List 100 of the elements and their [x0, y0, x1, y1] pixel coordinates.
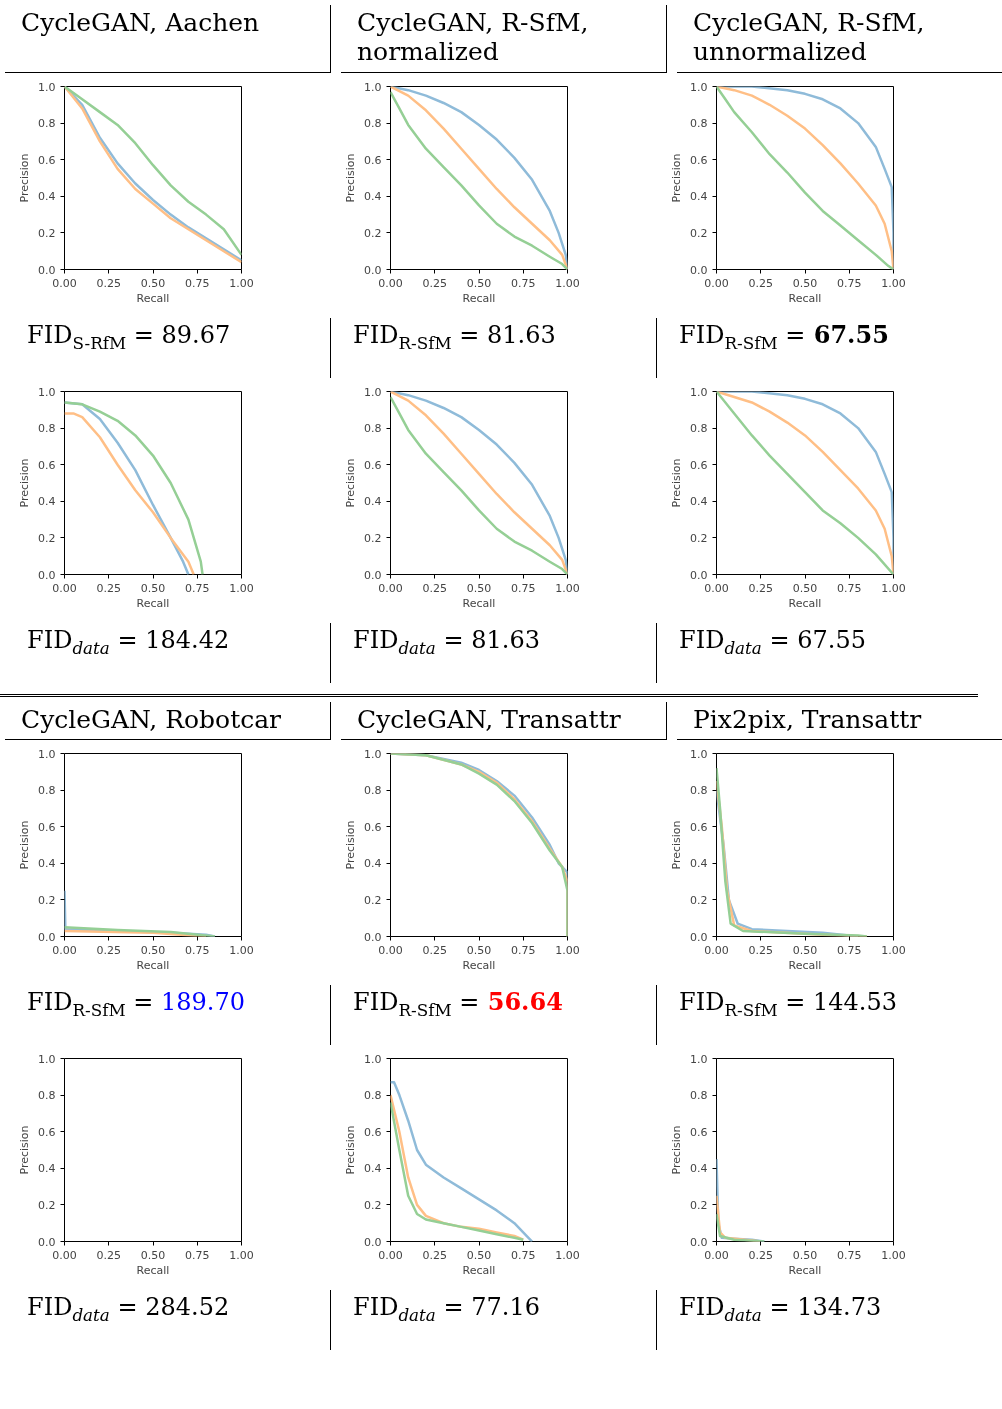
y-axis-title: Precision: [670, 153, 684, 203]
x-tick-label: 0.25: [422, 581, 447, 595]
x-axis-title: Recall: [136, 1263, 170, 1277]
x-tick-label: 0.50: [792, 1248, 818, 1262]
y-tick-label: 0.8: [38, 117, 56, 131]
x-tick-label: 0.50: [792, 581, 818, 595]
x-tick-label: 1.00: [881, 581, 906, 595]
x-tick-label: 1.00: [229, 276, 254, 290]
y-tick-label: 0.2: [38, 531, 56, 545]
x-axis-title: Recall: [462, 958, 496, 972]
y-tick-label: 1.0: [38, 747, 56, 761]
y-tick-label: 0.0: [38, 263, 56, 277]
x-tick-label: 0.75: [185, 1248, 210, 1262]
x-tick-label: 0.75: [511, 1248, 536, 1262]
text: FID$_{R-SfM}$ = 189.70: [27, 987, 245, 1022]
y-tick-label: 0.2: [364, 531, 382, 545]
x-tick-label: 0.25: [96, 276, 121, 290]
x-tick-label: 0.25: [748, 1248, 773, 1262]
x-tick-label: 0.50: [466, 276, 492, 290]
y-axis-title: Precision: [18, 458, 32, 508]
chart-title: CycleGAN, R-SfM, unnormalized: [693, 8, 926, 67]
x-tick-label: 1.00: [229, 581, 254, 595]
y-tick-label: 0.0: [364, 930, 382, 944]
y-axis-title: Precision: [670, 458, 684, 508]
y-tick-label: 1.0: [38, 385, 56, 399]
y-tick-label: 1.0: [38, 80, 56, 94]
y-tick-label: 0.4: [364, 190, 382, 204]
y-tick-label: 0.2: [364, 893, 382, 907]
x-tick-label: 0.75: [511, 581, 536, 595]
text: FID$_{data}$ = 284.52: [27, 1292, 230, 1327]
y-tick-label: 1.0: [690, 747, 708, 761]
x-axis-title: Recall: [462, 596, 496, 610]
x-tick-label: 0.75: [185, 943, 210, 957]
x-tick-label: 0.25: [748, 943, 773, 957]
text: FID$_{data}$ = 67.55: [679, 625, 866, 660]
text: FID$_{R-SfM}$ = 56.64: [353, 986, 563, 1022]
y-tick-label: 0.8: [690, 117, 708, 131]
y-tick-label: 0.8: [690, 422, 708, 436]
x-tick-label: 0.25: [96, 943, 121, 957]
x-tick-label: 0.50: [466, 1248, 492, 1262]
x-axis-title: Recall: [462, 291, 496, 305]
y-tick-label: 0.8: [38, 422, 56, 436]
y-tick-label: 0.2: [690, 893, 708, 907]
y-tick-label: 0.4: [690, 1162, 708, 1176]
x-tick-label: 0.50: [466, 581, 492, 595]
x-tick-label: 0.25: [96, 1248, 121, 1262]
y-tick-label: 0.0: [690, 263, 708, 277]
y-tick-label: 0.2: [364, 1198, 382, 1212]
y-axis-title: Precision: [670, 820, 684, 870]
x-axis-title: Recall: [788, 291, 822, 305]
x-tick-label: 0.25: [422, 276, 447, 290]
x-tick-label: 0.00: [52, 276, 77, 290]
x-axis-title: Recall: [136, 596, 170, 610]
x-tick-label: 0.75: [511, 276, 536, 290]
y-tick-label: 0.6: [38, 458, 56, 472]
x-tick-label: 0.50: [140, 1248, 166, 1262]
x-tick-label: 0.00: [52, 581, 77, 595]
y-tick-label: 0.6: [690, 458, 708, 472]
x-tick-label: 0.00: [704, 581, 729, 595]
y-tick-label: 0.0: [38, 930, 56, 944]
y-axis-title: Precision: [18, 820, 32, 870]
y-tick-label: 0.2: [38, 1198, 56, 1212]
y-axis-title: Precision: [344, 153, 358, 203]
x-tick-label: 1.00: [229, 943, 254, 957]
y-axis-title: Precision: [344, 820, 358, 870]
x-tick-label: 0.50: [466, 943, 492, 957]
y-tick-label: 0.8: [38, 784, 56, 798]
y-axis-title: Precision: [344, 1125, 358, 1175]
chart-title: CycleGAN, Aachen: [21, 8, 260, 38]
x-tick-label: 1.00: [555, 943, 580, 957]
y-tick-label: 0.6: [38, 820, 56, 834]
x-tick-label: 0.75: [185, 581, 210, 595]
x-tick-label: 1.00: [555, 276, 580, 290]
y-tick-label: 0.4: [690, 190, 708, 204]
x-tick-label: 0.00: [52, 943, 77, 957]
y-tick-label: 0.6: [690, 820, 708, 834]
x-tick-label: 0.00: [378, 943, 403, 957]
y-tick-label: 0.6: [38, 1125, 56, 1139]
y-tick-label: 0.4: [364, 857, 382, 871]
x-axis-title: Recall: [462, 1263, 496, 1277]
chart-title: Pix2pix, Transattr: [693, 705, 922, 735]
y-tick-label: 0.2: [690, 226, 708, 240]
text: FID$_{R-SfM}$ = 144.53: [679, 987, 897, 1022]
x-tick-label: 0.00: [378, 1248, 403, 1262]
y-tick-label: 0.0: [690, 568, 708, 582]
y-tick-label: 0.0: [690, 930, 708, 944]
x-axis-title: Recall: [136, 291, 170, 305]
y-tick-label: 1.0: [690, 80, 708, 94]
x-tick-label: 0.25: [422, 1248, 447, 1262]
x-tick-label: 0.00: [704, 276, 729, 290]
y-tick-label: 0.4: [690, 495, 708, 509]
y-tick-label: 0.2: [38, 893, 56, 907]
y-tick-label: 0.0: [38, 1235, 56, 1249]
y-tick-label: 1.0: [690, 1052, 708, 1066]
y-tick-label: 0.4: [690, 857, 708, 871]
y-tick-label: 0.0: [690, 1235, 708, 1249]
y-tick-label: 0.8: [38, 1089, 56, 1103]
x-tick-label: 0.75: [837, 1248, 862, 1262]
text: FID$_{data}$ = 184.42: [27, 625, 230, 660]
y-tick-label: 0.0: [364, 263, 382, 277]
